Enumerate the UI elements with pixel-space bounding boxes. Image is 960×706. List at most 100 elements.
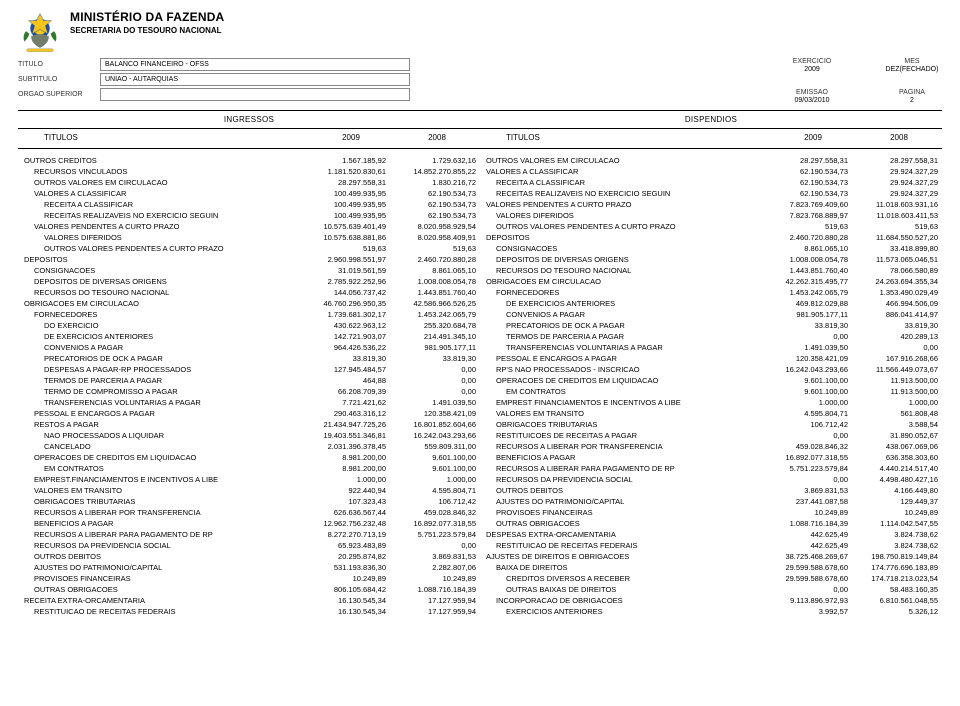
row-label: VALORES A CLASSIFICAR [480,166,762,177]
row-value-2009: 106.712,42 [762,419,852,430]
row-value-2008: 3.588,54 [852,419,942,430]
row-value-2009: 12.962.756.232,48 [300,518,390,529]
ministry-name: MINISTÉRIO DA FAZENDA [70,10,224,24]
row-label: OUTROS DEBITOS [480,485,762,496]
row-value-2009: 3.992,57 [762,606,852,617]
row-value-2008: 16.801.852.604,66 [390,419,480,430]
table-row: BAIXA DE DIREITOS29.599.588.678,60174.77… [480,562,942,573]
row-value-2009: 1.000,00 [300,474,390,485]
row-label: PESSOAL E ENCARGOS A PAGAR [18,408,300,419]
table-row: OBRIGACOES EM CIRCULACAO42.262.315.495,7… [480,276,942,287]
row-value-2009: 9.601.100,00 [762,386,852,397]
row-value-2008: 33.819,30 [390,353,480,364]
row-value-2008: 0,00 [390,540,480,551]
row-value-2009: 519,63 [300,243,390,254]
meta-row-orgao: ORGAO SUPERIOR [18,88,762,101]
row-value-2008: 255.320.684,78 [390,320,480,331]
row-value-2009: 16.130.545,34 [300,595,390,606]
row-value-2009: 237.441.087,58 [762,496,852,507]
table-row: OUTROS DEBITOS3.869.831,534.166.449,80 [480,485,942,496]
row-value-2008: 1.830.216,72 [390,177,480,188]
row-label: PESSOAL E ENCARGOS A PAGAR [480,353,762,364]
row-value-2008: 11.913.500,00 [852,375,942,386]
row-label: DEPOSITOS [480,232,762,243]
table-row: OUTROS VALORES EM CIRCULACAO28.297.558,3… [18,177,480,188]
coat-of-arms-icon [18,10,62,54]
row-value-2008: 636.358.303,60 [852,452,942,463]
row-value-2008: 8.861.065,10 [390,265,480,276]
table-row: EM CONTRATOS8.981.200,009.601.100,00 [18,463,480,474]
meta-left: TITULO BALANCO FINANCEIRO - OFSS SUBTITU… [18,58,762,103]
table-row: NAO PROCESSADOS A LIQUIDAR19.403.551.346… [18,430,480,441]
row-value-2009: 531.193.836,30 [300,562,390,573]
data-body: OUTROS CREDITOS1.567.185,921.729.632,16R… [18,155,942,617]
row-value-2009: 1.088.716.184,39 [762,518,852,529]
row-label: INCORPORACAO DE OBRIGACOES [480,595,762,606]
table-row: OPERACOES DE CREDITOS EM LIQUIDACAO9.601… [480,375,942,386]
row-label: PRECATORIOS DE OCK A PAGAR [18,353,300,364]
row-label: RECURSOS DO TESOURO NACIONAL [480,265,762,276]
table-row: CANCELADO2.031.396.378,45559.809.311,00 [18,441,480,452]
row-label: DESPESAS A PAGAR-RP PROCESSADOS [18,364,300,375]
row-value-2008: 3.869.831,53 [390,551,480,562]
row-value-2009: 5.751.223.579,84 [762,463,852,474]
table-row: RECURSOS DA PREVIDENCIA SOCIAL65.923.483… [18,540,480,551]
subtitulo-value: UNIAO - AUTARQUIAS [100,73,410,86]
table-row: DEPOSITOS DE DIVERSAS ORIGENS2.785.922.2… [18,276,480,287]
row-label: PROVISOES FINANCEIRAS [480,507,762,518]
row-value-2008: 0,00 [390,386,480,397]
dispendios-column: OUTROS VALORES EM CIRCULACAO28.297.558,3… [480,155,942,617]
titulo-value: BALANCO FINANCEIRO - OFSS [100,58,410,71]
row-value-2009: 9.113.896.972,93 [762,595,852,606]
row-value-2009: 1.567.185,92 [300,155,390,166]
table-row: RECEITA A CLASSIFICAR62.190.534,7329.924… [480,177,942,188]
row-label: OBRIGACOES EM CIRCULACAO [480,276,762,287]
row-value-2008: 14.852.270.855,22 [390,166,480,177]
row-value-2008: 129.449,37 [852,496,942,507]
row-value-2009: 1.491.039,50 [762,342,852,353]
row-value-2009: 20.295.874,82 [300,551,390,562]
table-row: CREDITOS DIVERSOS A RECEBER29.599.588.67… [480,573,942,584]
row-value-2008: 11.018.603.931,16 [852,199,942,210]
row-value-2008: 17.127.959,94 [390,606,480,617]
row-label: RESTITUICAO DE RECEITAS FEDERAIS [18,606,300,617]
secretary-name: SECRETARIA DO TESOURO NACIONAL [70,26,224,35]
table-row: TERMO DE COMPROMISSO A PAGAR66.208.709,3… [18,386,480,397]
row-value-2009: 464,88 [300,375,390,386]
row-value-2008: 2.282.807,06 [390,562,480,573]
table-row: CONVENIOS A PAGAR964.426.536,22981.905.1… [18,342,480,353]
table-row: FORNECEDORES1.739.681.302,171.453.242.06… [18,309,480,320]
row-label: TRANSFERENCIAS VOLUNTARIAS A PAGAR [480,342,762,353]
column-header-row: TITULOS 2009 2008 TITULOS 2009 2008 [18,129,942,149]
table-row: DESPESAS A PAGAR-RP PROCESSADOS127.945.4… [18,364,480,375]
row-label: OUTRAS OBRIGACOES [480,518,762,529]
row-label: RESTITUICAO DE RECEITAS FEDERAIS [480,540,762,551]
row-label: TRANSFERENCIAS VOLUNTARIAS A PAGAR [18,397,300,408]
row-value-2008: 62.190.534,73 [390,199,480,210]
titulo-label: TITULO [18,61,100,68]
row-value-2008: 2.460.720.880,28 [390,254,480,265]
row-value-2009: 3.869.831,53 [762,485,852,496]
row-value-2009: 142.721.903,07 [300,331,390,342]
row-value-2009: 8.981.200,00 [300,463,390,474]
row-value-2009: 100.499.935,95 [300,188,390,199]
row-label: VALORES DIFERIDOS [18,232,300,243]
row-value-2009: 46.760.296.950,35 [300,298,390,309]
row-value-2008: 0,00 [852,342,942,353]
table-row: VALORES EM TRANSITO922.440,944.595.804,7… [18,485,480,496]
table-row: BENEFICIOS A PAGAR12.962.756.232,4816.89… [18,518,480,529]
table-row: AJUSTES DO PATRIMONIO/CAPITAL237.441.087… [480,496,942,507]
row-value-2008: 11.684.550.527,20 [852,232,942,243]
row-label: OUTRAS BAIXAS DE DIREITOS [480,584,762,595]
row-label: TERMO DE COMPROMISSO A PAGAR [18,386,300,397]
row-value-2009: 21.434.947.725,26 [300,419,390,430]
pagina-value: 2 [882,97,942,104]
table-row: TRANSFERENCIAS VOLUNTARIAS A PAGAR7.721.… [18,397,480,408]
row-value-2008: 1.088.716.184,39 [390,584,480,595]
table-row: AJUSTES DO PATRIMONIO/CAPITAL531.193.836… [18,562,480,573]
table-row: CONSIGNACOES31.019.561,598.861.065,10 [18,265,480,276]
row-label: CREDITOS DIVERSOS A RECEBER [480,573,762,584]
row-value-2009: 2.785.922.252,96 [300,276,390,287]
table-row: PRECATORIOS DE OCK A PAGAR33.819,3033.81… [18,353,480,364]
row-value-2009: 66.208.709,39 [300,386,390,397]
